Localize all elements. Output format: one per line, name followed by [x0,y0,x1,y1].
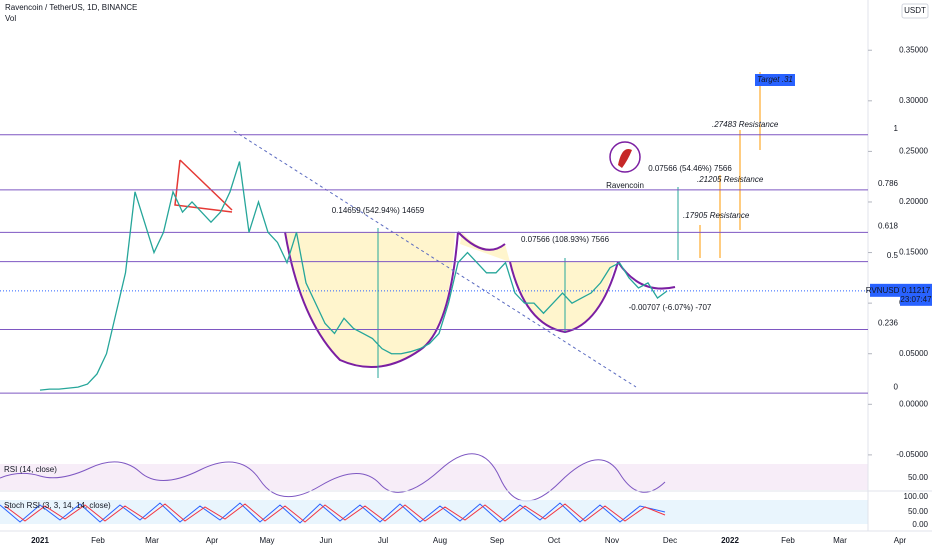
rsi-band [0,464,868,490]
measure-label: -0.00707 (-6.07%) -707 [629,303,712,312]
fib-label: 0.5 [887,251,899,260]
countdown: 23:07:47 [900,295,932,304]
rsi-tick: 50.00 [908,473,929,482]
resistance-label: .27483 Resistance [712,120,779,129]
projection [699,72,761,258]
symbol: RVNUSDT [866,286,905,295]
y-tick-label: -0.05000 [896,450,928,459]
x-tick-label: Sep [490,536,505,545]
x-tick-label: Mar [833,536,847,545]
fib-label: 0.236 [878,319,899,328]
target: Target .31 [757,75,793,84]
x-tick-label: Dec [663,536,677,545]
measure-label: 0.07566 (54.46%) 7566 [648,164,732,173]
x-tick-label: Feb [781,536,795,545]
measure-label: 0.14659 (542.94%) 14659 [332,206,425,215]
last-price: 0.11217 [902,286,931,295]
stoch-tick: 0.00 [912,520,928,529]
stoch-d [4,503,666,523]
x-tick-label: Feb [91,536,105,545]
y-tick-label: 0.00000 [899,399,928,408]
x-tick-label: May [259,536,274,545]
stoch-label: Stoch RSI (3, 3, 14, 14, close) [4,501,111,510]
target-box [755,74,795,86]
trendline [233,130,637,388]
x-tick-label: Jun [320,536,333,545]
stoch-tick: 50.00 [908,507,929,516]
title: Ravencoin / TetherUS, 1D, BINANCE [5,3,137,12]
fib-label: 1 [894,124,899,133]
x-tick-label: 2022 [721,536,739,545]
cup-fill [285,232,455,368]
currency-box[interactable] [901,3,929,19]
logo-bird [618,149,632,168]
resistance-label: .21205 Resistance [697,175,764,184]
y-tick-label: 0.05000 [899,349,928,358]
cup-curve [284,231,459,369]
vol-label: Vol [5,14,16,23]
x-tick-label: Apr [894,536,907,545]
stoch-k [0,502,666,524]
symbol-box [870,283,900,297]
x-tick-label: Apr [206,536,219,545]
rsi-line [0,453,666,502]
y-tick-label: 0.15000 [899,248,928,257]
measure-label: 0.07566 (108.93%) 7566 [521,235,610,244]
price-line [39,161,668,391]
stoch-tick: 100.00 [904,492,929,501]
x-tick-label: Oct [548,536,561,545]
cup-fill [510,262,615,332]
logo-label: Ravencoin [606,181,644,190]
stoch-band [0,500,868,524]
y-tick-label: 0.35000 [899,45,928,54]
currency: USDT [904,6,926,15]
y-tick-label: 0.25000 [899,147,928,156]
handle-curve [457,231,506,251]
fib-label: 0.618 [878,221,899,230]
flag-pattern [174,159,233,213]
rsi-label: RSI (14, close) [4,465,57,474]
x-tick-label: Aug [433,536,447,545]
fib-label: 0 [894,382,899,391]
x-tick-label: Jul [378,536,388,545]
y-tick-label: 0.30000 [899,96,928,105]
price-box [900,283,932,306]
x-tick-label: Mar [145,536,159,545]
y-tick-label: 0.20000 [899,197,928,206]
x-tick-label: 2021 [31,536,49,545]
fib-label: 0.786 [878,179,899,188]
x-tick-label: Nov [605,536,619,545]
resistance-label: .17905 Resistance [683,211,750,220]
handle-fill [460,232,510,262]
